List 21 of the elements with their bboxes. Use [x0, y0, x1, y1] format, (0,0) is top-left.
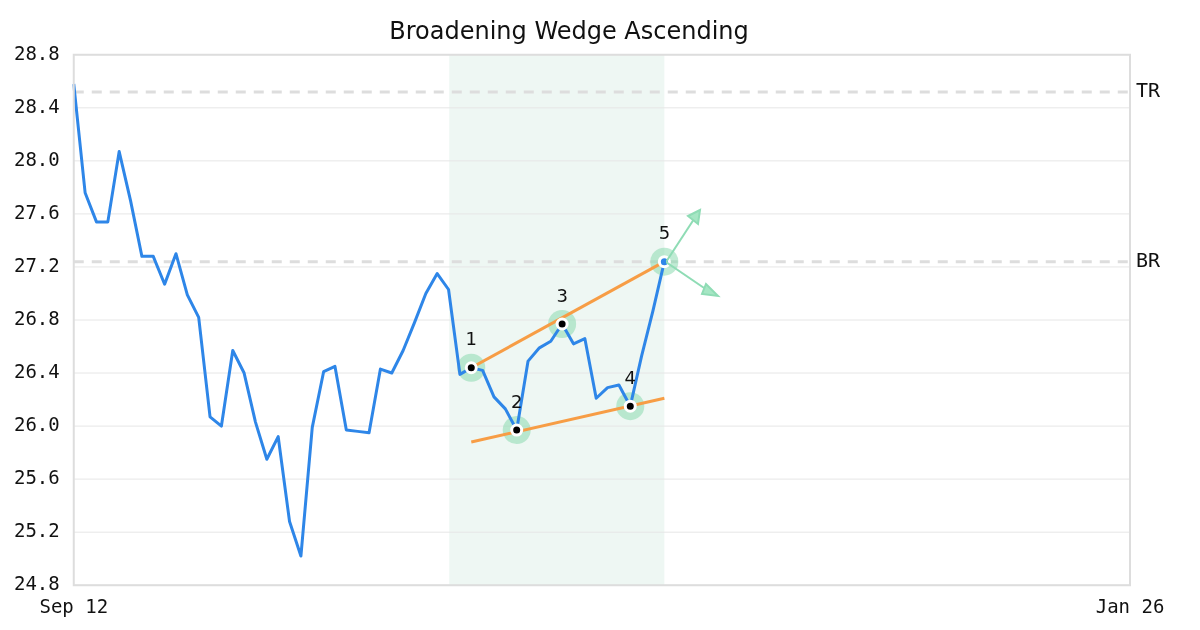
x-tick-label: Sep 12 — [39, 594, 109, 617]
annotation: 5 — [658, 222, 671, 244]
y-tick-label: 26.8 — [13, 306, 60, 329]
annotation: 4 — [624, 366, 636, 388]
y-tick-label: 26.4 — [13, 359, 60, 382]
x-tick-label: Jan 26 — [1095, 594, 1165, 617]
y-tick-label: 24.8 — [13, 572, 60, 595]
ref-line-label: BR — [1136, 247, 1162, 272]
ref-line-label: TR — [1136, 78, 1162, 103]
annotation: 1 — [465, 328, 477, 350]
y-tick-label: 28.8 — [13, 41, 60, 64]
y-tick-label: 28.0 — [13, 147, 60, 170]
annotation: 2 — [510, 390, 523, 412]
y-tick-label: 26.0 — [13, 413, 60, 436]
chart-title: Broadening Wedge Ascending — [389, 16, 749, 45]
annotation: 3 — [556, 284, 568, 306]
y-tick-label: 27.6 — [13, 200, 60, 223]
y-tick-label: 25.2 — [13, 519, 60, 542]
y-tick-label: 28.4 — [13, 94, 60, 117]
y-tick-label: 27.2 — [13, 253, 60, 276]
y-tick-label: 25.6 — [13, 466, 60, 489]
